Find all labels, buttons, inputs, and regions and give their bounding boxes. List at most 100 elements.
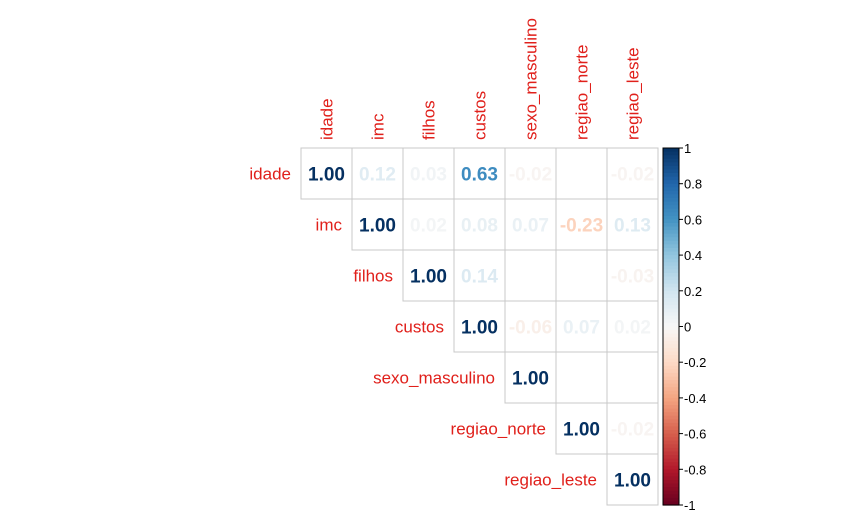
legend-gradient-step bbox=[663, 305, 679, 310]
legend-gradient-step bbox=[663, 351, 679, 356]
legend-tick-label: 0.4 bbox=[684, 248, 702, 263]
legend-gradient-step bbox=[663, 433, 679, 438]
legend-gradient-step bbox=[663, 447, 679, 453]
cell-custos-regiao_leste bbox=[606, 300, 659, 353]
column-label-regiao_leste: regiao_leste bbox=[624, 47, 643, 140]
legend-gradient-step bbox=[663, 205, 679, 210]
cell-filhos-regiao_leste bbox=[606, 249, 659, 302]
legend-gradient-step bbox=[663, 372, 679, 378]
row-label-imc: imc bbox=[316, 216, 343, 235]
legend-gradient-step bbox=[663, 165, 679, 171]
row-label-idade: idade bbox=[249, 165, 291, 184]
legend-gradient-step bbox=[663, 219, 679, 224]
legend-gradient-step bbox=[663, 333, 679, 338]
legend-gradient-step bbox=[663, 430, 679, 435]
cell-filhos-sexo_masculino bbox=[504, 249, 557, 302]
cell-value-idade-custos: 0.63 bbox=[461, 165, 498, 186]
legend-gradient-step bbox=[663, 322, 679, 328]
cell-sexo_masculino-regiao_leste bbox=[606, 351, 659, 404]
legend-gradient-step bbox=[663, 480, 679, 485]
cell-filhos-filhos bbox=[402, 249, 455, 302]
legend-tick-label: -1 bbox=[684, 498, 696, 513]
cell-imc-custos bbox=[453, 198, 506, 251]
legend-gradient-step bbox=[663, 469, 679, 474]
legend-gradient-step bbox=[663, 344, 679, 349]
cell-idade-imc bbox=[351, 147, 404, 200]
cell-value-filhos-filhos: 1.00 bbox=[410, 267, 447, 288]
legend-gradient-step bbox=[663, 465, 679, 470]
legend-gradient-step bbox=[663, 172, 679, 178]
cell-value-imc-custos: 0.08 bbox=[461, 216, 498, 237]
legend-gradient-step bbox=[663, 337, 679, 342]
legend-gradient-step bbox=[663, 297, 679, 303]
legend-gradient-step bbox=[663, 415, 679, 420]
legend-gradient-step bbox=[663, 183, 679, 188]
legend-gradient-step bbox=[663, 194, 679, 199]
cell-value-custos-custos: 1.00 bbox=[461, 318, 498, 339]
legend-tick-label: 0.8 bbox=[684, 177, 702, 192]
legend-gradient-step bbox=[663, 272, 679, 278]
cell-value-regiao_norte-regiao_leste: -0.02 bbox=[611, 420, 654, 441]
legend-gradient-step bbox=[663, 422, 679, 428]
cell-idade-idade bbox=[300, 147, 353, 200]
legend-gradient-step bbox=[663, 401, 679, 406]
legend-gradient-step bbox=[663, 180, 679, 185]
legend-gradient-step bbox=[663, 255, 679, 260]
cell-value-custos-sexo_masculino: -0.06 bbox=[509, 318, 552, 339]
legend-gradient-step bbox=[663, 151, 679, 156]
legend-tick-label: 1 bbox=[684, 141, 691, 156]
legend-tick-label: -0.8 bbox=[684, 462, 706, 477]
cell-value-sexo_masculino-sexo_masculino: 1.00 bbox=[512, 369, 549, 390]
row-label-sexo_masculino: sexo_masculino bbox=[373, 369, 495, 388]
cell-custos-custos bbox=[453, 300, 506, 353]
cell-value-custos-regiao_leste: 0.02 bbox=[614, 318, 651, 339]
legend-gradient-step bbox=[663, 233, 679, 238]
legend-gradient-step bbox=[663, 226, 679, 231]
legend-gradient-step bbox=[663, 158, 679, 163]
legend-gradient-step bbox=[663, 148, 679, 153]
row-label-custos: custos bbox=[395, 318, 444, 337]
legend-gradient-step bbox=[663, 187, 679, 192]
legend-gradient-step bbox=[663, 197, 679, 203]
legend-gradient-step bbox=[663, 247, 679, 253]
legend-gradient-step bbox=[663, 494, 679, 499]
legend-gradient-step bbox=[663, 294, 679, 299]
cell-value-filhos-regiao_leste: -0.03 bbox=[611, 267, 654, 288]
legend-gradient-step bbox=[663, 280, 679, 285]
legend-gradient-step bbox=[663, 315, 679, 320]
column-label-custos: custos bbox=[471, 91, 490, 140]
legend-gradient-step bbox=[663, 251, 679, 256]
legend-gradient-step bbox=[663, 458, 679, 463]
legend-gradient-step bbox=[663, 312, 679, 317]
cells-layer bbox=[300, 147, 659, 506]
legend-gradient-step bbox=[663, 440, 679, 445]
legend-gradient-step bbox=[663, 208, 679, 213]
legend-gradient-step bbox=[663, 230, 679, 235]
cell-value-idade-imc: 0.12 bbox=[359, 165, 396, 186]
legend-tick-label: 0 bbox=[684, 320, 691, 335]
color-legend: 1 0.8 0.6 0.4 0.2 0 -0.2 -0.4 -0.6 -0.8 -1 bbox=[662, 141, 706, 513]
cell-value-idade-sexo_masculino: -0.02 bbox=[509, 165, 552, 186]
legend-gradient-step bbox=[663, 362, 679, 367]
legend-gradient-step bbox=[663, 408, 679, 413]
legend-gradient-step bbox=[663, 476, 679, 481]
cell-custos-sexo_masculino bbox=[504, 300, 557, 353]
column-label-regiao_norte: regiao_norte bbox=[573, 45, 592, 140]
cell-value-imc-sexo_masculino: 0.07 bbox=[512, 216, 549, 237]
cell-idade-regiao_norte bbox=[555, 147, 608, 200]
legend-tick-label: 0.6 bbox=[684, 212, 702, 227]
legend-gradient-step bbox=[663, 358, 679, 363]
legend-gradient-step bbox=[663, 455, 679, 460]
legend-gradient-step bbox=[663, 497, 679, 503]
cell-value-idade-idade: 1.00 bbox=[308, 165, 345, 186]
legend-gradient-step bbox=[663, 369, 679, 374]
legend-tick-label: 0.2 bbox=[684, 284, 702, 299]
legend-gradient-step bbox=[663, 265, 679, 270]
legend-gradient-step bbox=[663, 276, 679, 281]
cell-value-idade-filhos: 0.03 bbox=[410, 165, 447, 186]
cell-sexo_masculino-regiao_norte bbox=[555, 351, 608, 404]
legend-gradient-step bbox=[663, 365, 679, 370]
legend-gradient-step bbox=[663, 269, 679, 274]
legend-gradient-step bbox=[663, 258, 679, 263]
legend-gradient-step bbox=[663, 490, 679, 495]
